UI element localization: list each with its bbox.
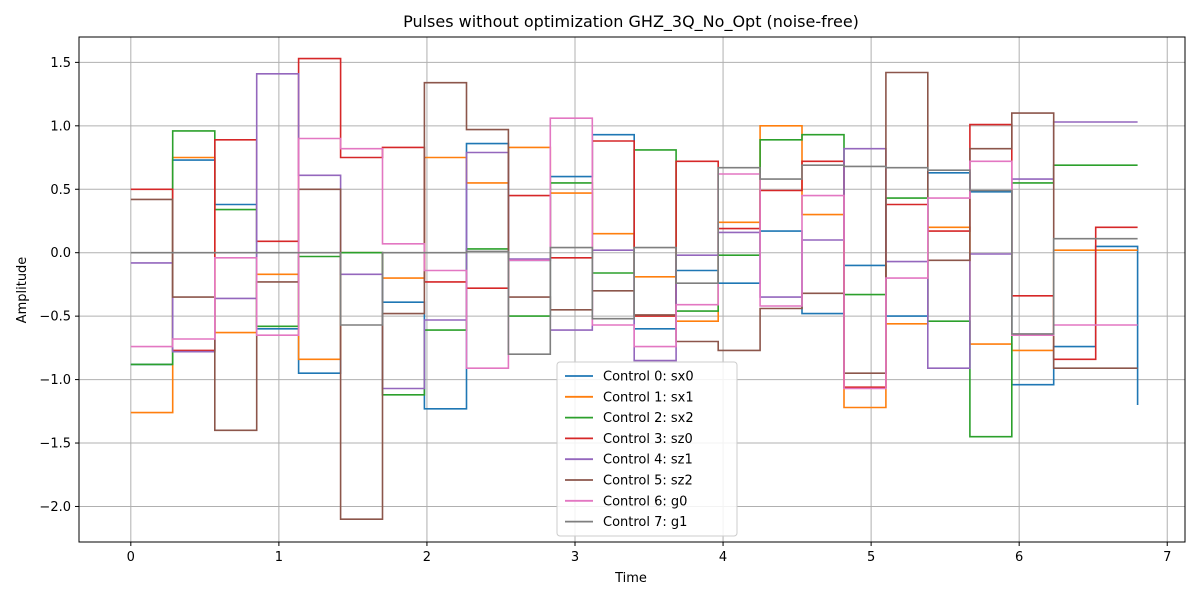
legend-label: Control 5: sz2 xyxy=(603,474,693,489)
y-axis-label: Amplitude xyxy=(15,257,30,324)
y-tick-label: 0.5 xyxy=(50,183,71,198)
x-tick-label: 7 xyxy=(1163,550,1171,565)
x-tick-label: 6 xyxy=(1015,550,1023,565)
x-tick-label: 0 xyxy=(127,550,135,565)
legend-label: Control 3: sz0 xyxy=(603,432,693,447)
y-tick-label: −0.5 xyxy=(39,310,71,325)
grid xyxy=(79,37,1185,542)
y-tick-label: −2.0 xyxy=(39,500,71,515)
chart-title: Pulses without optimization GHZ_3Q_No_Op… xyxy=(403,12,859,32)
series-line-6 xyxy=(130,117,1138,390)
legend-label: Control 4: sz1 xyxy=(603,453,693,468)
x-tick-label: 5 xyxy=(867,550,875,565)
legend: Control 0: sx0 Control 1: sx1 Control 2: s… xyxy=(556,361,738,537)
y-tick-label: 1.5 xyxy=(50,56,71,71)
legend-label: Control 6: g0 xyxy=(603,494,687,509)
x-tick-label: 2 xyxy=(423,550,431,565)
legend-label: Control 0: sx0 xyxy=(603,370,694,385)
series-line-7 xyxy=(130,164,1138,355)
series-layer xyxy=(130,57,1139,520)
legend-label: Control 1: sx1 xyxy=(603,390,694,405)
y-tick-label: −1.5 xyxy=(39,437,71,452)
legend-label: Control 7: g1 xyxy=(603,515,687,530)
ticks: 0 1 2 3 4 5 6 7 −2.0 −1.5 −1.0 −0.5 0.0 0.5 1.0 1.5 xyxy=(39,56,1171,565)
x-tick-label: 3 xyxy=(571,550,579,565)
plot-frame xyxy=(78,36,1186,543)
x-axis-label: Time xyxy=(614,571,647,586)
y-tick-label: 0.0 xyxy=(50,246,71,261)
legend-label: Control 2: sx2 xyxy=(603,411,694,426)
y-tick-label: 1.0 xyxy=(50,119,71,134)
x-tick-label: 1 xyxy=(275,550,283,565)
x-tick-label: 4 xyxy=(719,550,727,565)
y-tick-label: −1.0 xyxy=(39,373,71,388)
legend-box xyxy=(556,361,738,537)
